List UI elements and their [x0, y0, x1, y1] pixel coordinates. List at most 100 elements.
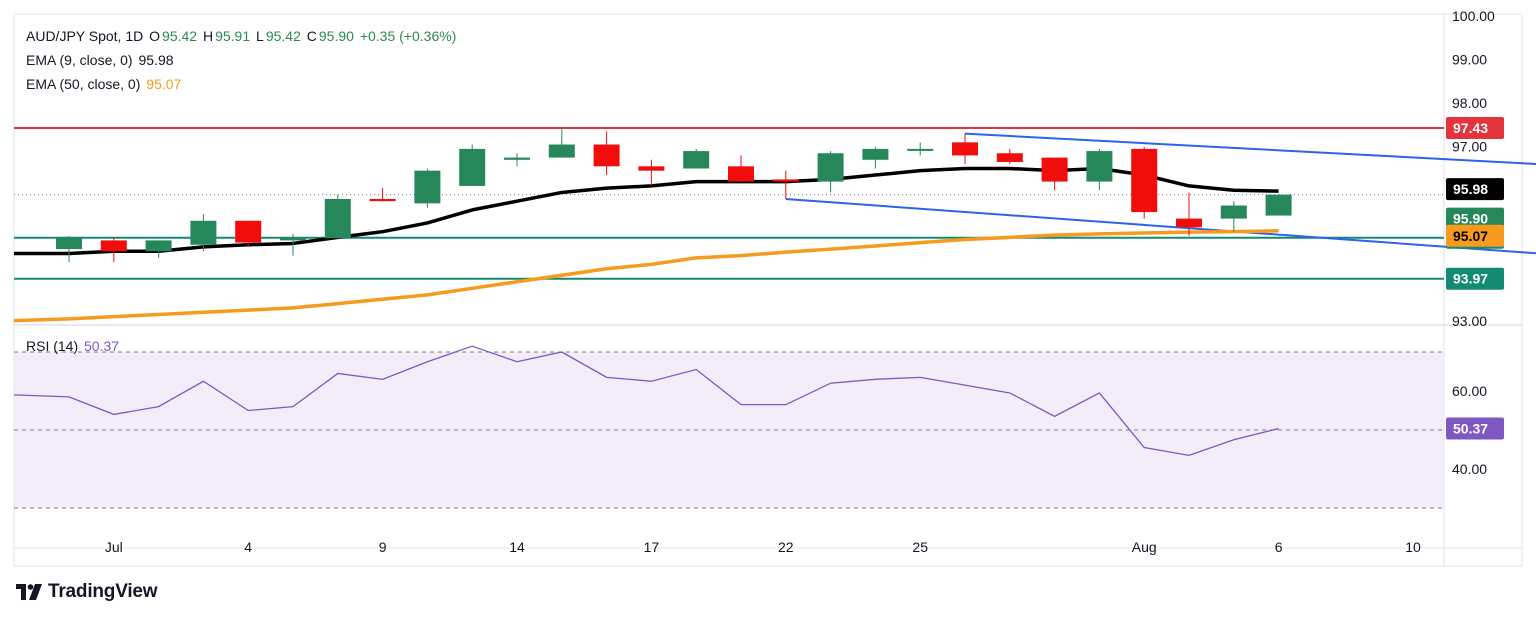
legend-close-label: C	[306, 28, 317, 44]
candle	[952, 133, 978, 165]
candle-body	[593, 144, 620, 167]
tradingview-logo[interactable]: TradingView	[16, 581, 158, 603]
candle	[1265, 194, 1292, 216]
candle	[1131, 146, 1158, 219]
candle-body	[907, 148, 934, 151]
legend-ema50-value: 95.07	[146, 76, 182, 92]
candle	[862, 146, 889, 169]
legend-symbol: AUD/JPY Spot, 1D	[26, 28, 144, 44]
candle	[235, 220, 262, 247]
candle-body	[414, 170, 441, 204]
legend-low-label: L	[256, 28, 264, 44]
legend-rsi-value: 50.37	[84, 338, 120, 354]
candle	[593, 131, 620, 176]
candle-body	[728, 166, 754, 182]
candle	[100, 238, 127, 263]
resistance-price-label-bg	[1446, 116, 1504, 139]
ema50-line	[13, 229, 1279, 323]
candle-body	[638, 166, 665, 171]
candle-body	[324, 199, 351, 239]
candle	[1220, 201, 1247, 232]
candle	[683, 148, 710, 169]
candle	[369, 188, 396, 202]
candle	[1086, 148, 1113, 191]
candle	[280, 233, 306, 256]
ema50-price-label: 95.07	[1453, 228, 1488, 244]
support-2-price-label-bg	[1446, 267, 1504, 290]
legend-close-value: 95.90	[318, 28, 354, 44]
price-tick-label: 100.00	[1452, 8, 1495, 24]
rsi-line	[13, 345, 1279, 457]
candle-body	[504, 157, 530, 160]
candle	[772, 170, 799, 199]
legend-open-label: O	[149, 28, 161, 44]
ema9-price-label-bg	[1446, 178, 1504, 201]
candle-body	[1086, 151, 1113, 182]
rsi-last-label-bg	[1446, 417, 1504, 440]
candle-body	[817, 153, 844, 182]
candle	[907, 142, 934, 156]
time-tick-label: Aug	[1132, 539, 1157, 555]
channel-upper-line	[964, 132, 1536, 166]
legend-ema50: EMA (50, close, 0) 95.07	[26, 76, 183, 92]
candle-body	[1131, 148, 1158, 213]
candle-body	[772, 179, 799, 182]
legend-high-label: H	[202, 28, 214, 44]
candle	[638, 159, 665, 186]
candle-body	[369, 199, 396, 202]
support-2-price-label: 93.97	[1453, 271, 1488, 287]
candle	[414, 168, 441, 208]
legend-ema9: EMA (9, close, 0) 95.98	[26, 52, 176, 68]
channel-lower-line	[785, 198, 1536, 255]
legend-high-value: 95.91	[215, 28, 251, 44]
time-tick-label: 9	[379, 539, 387, 555]
time-tick-label: 6	[1275, 539, 1283, 555]
legend-rsi-label: RSI (14)	[26, 338, 79, 354]
legend-ema50-label: EMA (50, close, 0)	[26, 76, 141, 92]
candle-body	[862, 148, 889, 160]
candle	[504, 153, 530, 167]
price-tick-label: 98.00	[1452, 95, 1487, 111]
time-tick-label: 10	[1405, 539, 1421, 555]
ema50-price-label-bg	[1446, 224, 1504, 247]
time-tick-label: 25	[912, 539, 928, 555]
price-tick-label: 97.00	[1452, 139, 1487, 155]
candle	[1176, 192, 1202, 237]
candle-body	[1041, 157, 1068, 182]
candle	[324, 194, 351, 239]
rsi-tick-label: 40.00	[1452, 461, 1487, 477]
tradingview-logo-icon	[16, 584, 42, 600]
resistance-price-label: 97.43	[1453, 120, 1488, 136]
candle-body	[459, 148, 486, 186]
legend-low-value: 95.42	[265, 28, 301, 44]
time-tick-label: Jul	[105, 539, 123, 555]
candle	[459, 144, 486, 186]
candle-body	[280, 238, 306, 241]
candle-body	[1220, 205, 1247, 219]
legend-change: +0.35 (+0.36%)	[359, 28, 457, 44]
time-tick-label: 22	[778, 539, 794, 555]
legend-ema9-value: 95.98	[138, 52, 174, 68]
legend-rsi: RSI (14) 50.37	[26, 338, 121, 354]
rsi-last-label: 50.37	[1453, 421, 1488, 437]
candle-body	[548, 144, 575, 158]
legend-ema9-label: EMA (9, close, 0)	[26, 52, 133, 68]
legend-open-value: 95.42	[162, 28, 198, 44]
candle	[817, 151, 844, 193]
candle-body	[100, 240, 127, 252]
price-tick-label: 99.00	[1452, 52, 1487, 68]
close-price-label-bg	[1446, 207, 1504, 230]
tradingview-wordmark: TradingView	[48, 581, 158, 602]
ema9-price-label: 95.98	[1453, 181, 1488, 197]
candle-body	[235, 220, 262, 243]
candle-body	[683, 151, 710, 169]
candle	[145, 240, 172, 258]
candle-body	[190, 220, 217, 245]
candle	[996, 148, 1023, 165]
candle-body	[145, 240, 172, 252]
candle	[548, 127, 575, 158]
candle-body	[952, 142, 978, 156]
candle	[728, 155, 754, 182]
